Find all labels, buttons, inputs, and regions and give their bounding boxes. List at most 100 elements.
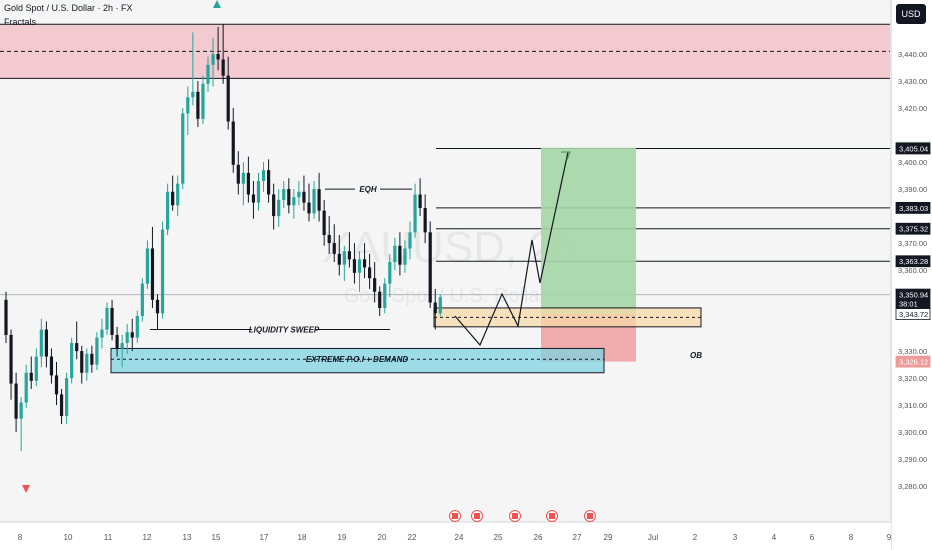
candle-body	[438, 297, 442, 314]
demand-zone-label: EXTREME P.O.I + DEMAND	[306, 355, 409, 364]
time-tick-label: Jul	[648, 533, 658, 542]
candle-body	[115, 334, 119, 349]
price-axis	[892, 0, 932, 550]
candle-body	[70, 343, 74, 379]
candle-body	[342, 251, 346, 265]
candle-body	[378, 291, 382, 308]
flash-icon-fill	[452, 513, 458, 519]
target-zone	[541, 147, 636, 315]
price-tick-label: 3,330.00	[898, 347, 927, 356]
candle-body	[100, 329, 104, 338]
price-tick-label: 3,400.00	[898, 158, 927, 167]
candle-body	[337, 253, 341, 265]
candle-body	[241, 172, 245, 184]
time-tick-label: 20	[378, 533, 387, 542]
candle-body	[166, 191, 170, 230]
price-label-box	[895, 202, 931, 214]
candle-body	[393, 245, 397, 263]
us-flag-icon-fill	[474, 513, 480, 519]
price-tick-label: 3,390.00	[898, 185, 927, 194]
candle-body	[176, 183, 180, 206]
candle-body	[312, 189, 316, 214]
price-label-text: 3,383.03	[899, 204, 928, 213]
time-tick-label: 24	[455, 533, 464, 542]
candle-body	[373, 278, 377, 292]
candle-body	[135, 316, 139, 338]
candle-body	[428, 232, 432, 303]
candle-body	[155, 299, 160, 314]
time-tick-label: 25	[494, 533, 503, 542]
price-label-box	[895, 142, 931, 155]
price-tick-label: 3,300.00	[898, 428, 927, 437]
time-tick-label: 18	[298, 533, 307, 542]
time-tick-label: 6	[810, 533, 815, 542]
eqh-label: EQH	[359, 185, 377, 194]
candle-body	[181, 113, 185, 184]
fractal-down-marker	[22, 485, 30, 493]
candle-body	[9, 334, 13, 384]
candle-body	[256, 180, 261, 203]
price-label-text: 3,350.94	[899, 291, 928, 300]
us-flag-icon-fill	[512, 513, 518, 519]
time-tick-label: 10	[64, 533, 73, 542]
candle-body	[75, 343, 79, 352]
candle-body	[251, 194, 256, 203]
candle-body	[54, 375, 59, 395]
price-label-text: 3,343.72	[899, 310, 928, 319]
candle-body	[191, 91, 195, 98]
candle-body	[125, 332, 129, 344]
candle-body	[120, 343, 124, 349]
price-tick-label: 3,280.00	[898, 482, 927, 491]
price-tick-label: 3,310.00	[898, 401, 927, 410]
time-tick-label: 26	[534, 533, 543, 542]
ob-label: OB	[690, 351, 702, 360]
time-tick-label: 27	[573, 533, 582, 542]
time-tick-label: 29	[604, 533, 613, 542]
price-label-text: 3,375.32	[899, 225, 928, 234]
time-tick-label: 4	[772, 533, 777, 542]
candle-body	[352, 259, 357, 273]
projection-arrowhead	[561, 151, 571, 161]
time-tick-label: 13	[183, 533, 192, 542]
candle-body	[105, 307, 109, 330]
us-flag-icon-fill	[549, 513, 555, 519]
candle-body	[302, 191, 306, 203]
fractal-up-marker	[213, 0, 221, 8]
candle-body	[423, 207, 427, 233]
candle-body	[332, 243, 336, 254]
candle-body	[171, 191, 175, 206]
candle-body	[362, 259, 367, 268]
candle-body	[24, 372, 28, 403]
price-label-box	[895, 255, 931, 268]
price-label-box	[895, 308, 931, 320]
candle-body	[398, 245, 402, 265]
candle-body	[322, 210, 326, 235]
candle-body	[307, 202, 311, 214]
currency-button[interactable]: USD	[896, 4, 926, 24]
candle-body	[34, 356, 38, 381]
candle-body	[216, 54, 220, 60]
time-tick-label: 17	[260, 533, 269, 542]
candle-body	[403, 248, 407, 265]
symbol-title[interactable]: Gold Spot / U.S. Dollar · 2h · FX	[4, 3, 133, 13]
candle-body	[277, 199, 281, 217]
indicator-label[interactable]: Fractals	[4, 17, 37, 27]
time-tick-label: 3	[733, 533, 738, 542]
candle-body	[80, 351, 84, 373]
us-flag-icon-fill	[587, 513, 593, 519]
price-label-countdown: 38:01	[899, 300, 918, 309]
candle-body	[261, 170, 266, 181]
candle-body	[368, 267, 372, 279]
time-tick-label: 2	[693, 533, 698, 542]
price-tick-label: 3,420.00	[898, 104, 927, 113]
candle-body	[221, 59, 225, 76]
candle-body	[201, 83, 205, 119]
price-label-box	[895, 222, 931, 235]
candle-body	[150, 248, 155, 300]
price-label-text: 3,405.04	[899, 144, 928, 153]
demand-zone	[110, 347, 605, 374]
candle-body	[49, 356, 54, 376]
candle-body	[95, 337, 99, 365]
